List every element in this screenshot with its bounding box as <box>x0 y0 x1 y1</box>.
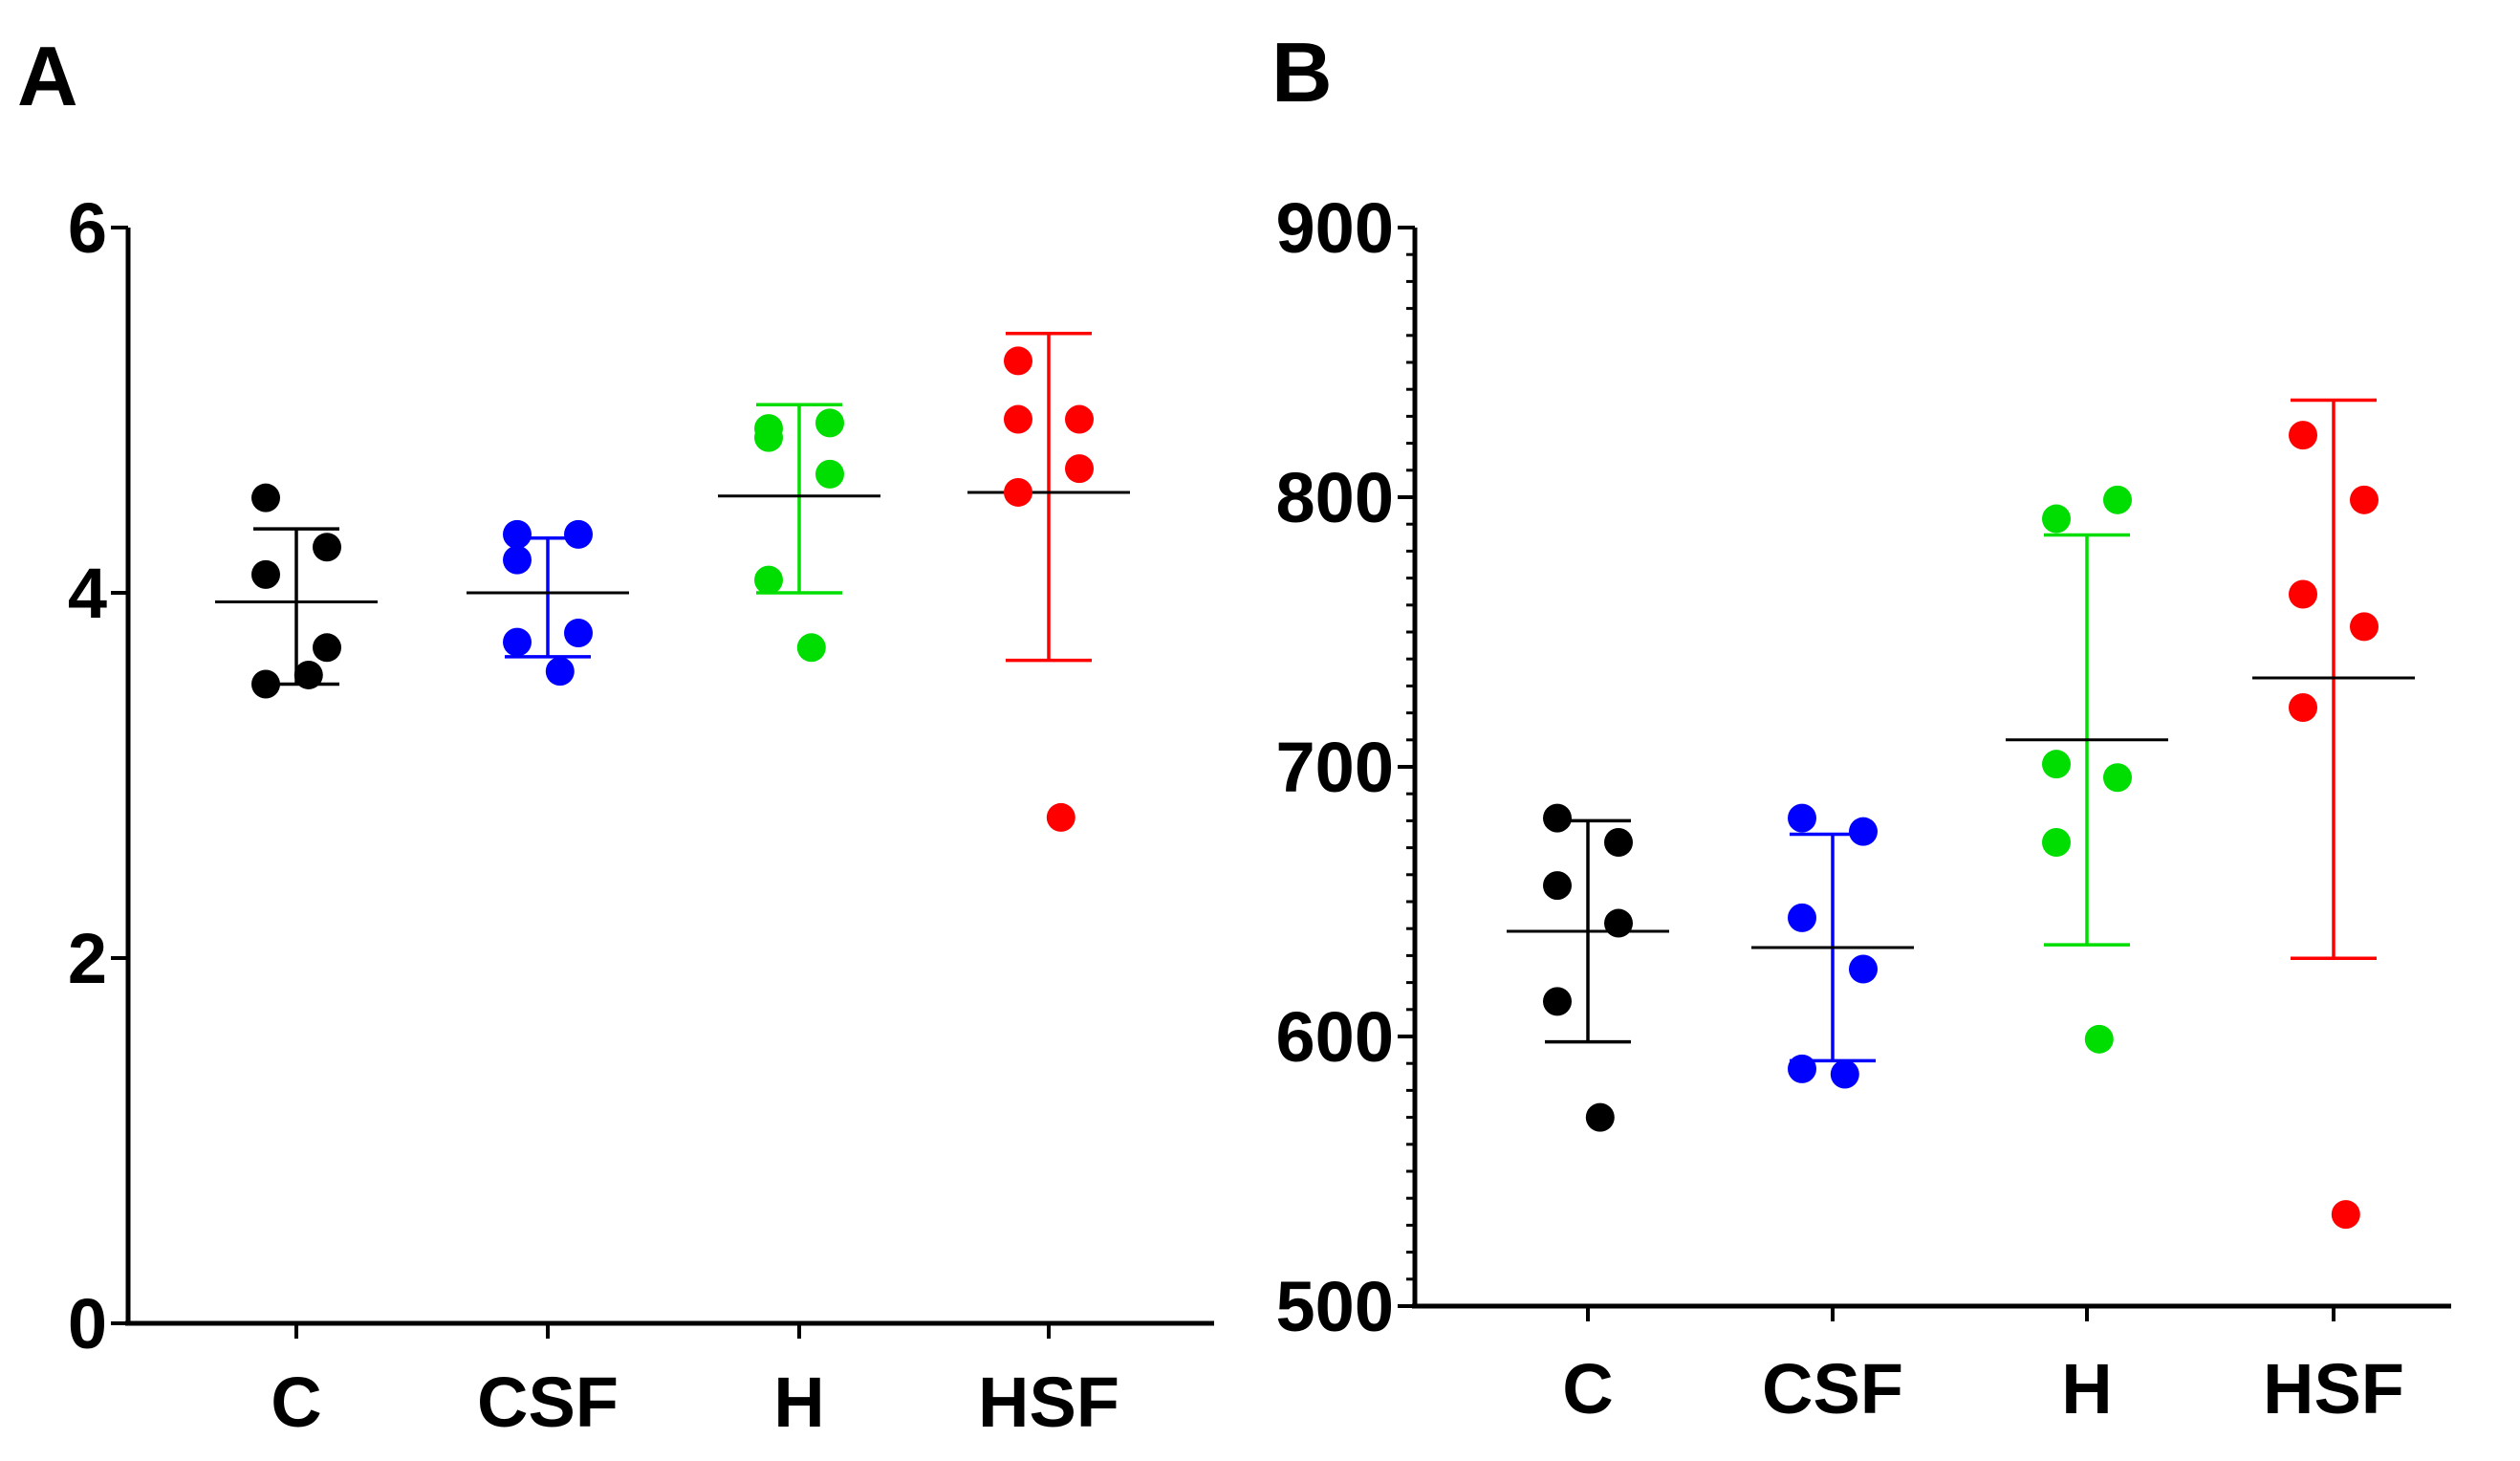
panel-b-point-csf <box>1788 803 1816 833</box>
panel-b-point-csf <box>1830 1059 1859 1089</box>
panel-b-point-c <box>1543 871 1572 901</box>
panel-a-point-csf <box>503 545 532 575</box>
panel-b-point-hsf <box>2350 612 2379 642</box>
panel-a-point-csf <box>564 519 593 549</box>
panel-b-label: B <box>1271 25 1333 120</box>
panel-a-point-hsf <box>1065 404 1094 434</box>
panel-b-category-label-csf: CSF <box>1762 1349 1903 1428</box>
panel-b-ytick-label-500: 500 <box>1276 1267 1394 1346</box>
panel-a-point-csf <box>564 619 593 648</box>
panel-b-point-h <box>2042 504 2071 534</box>
panel-a-marks <box>215 332 1130 832</box>
panel-a-label: A <box>17 29 78 123</box>
panel-a-ytick-label-0: 0 <box>68 1284 107 1363</box>
panel-b-point-hsf <box>2289 421 2317 450</box>
panel-a-point-hsf <box>1065 454 1094 484</box>
panel-a-point-c <box>251 483 280 512</box>
panel-a-ytick-label-6: 6 <box>68 188 107 268</box>
panel-b-point-hsf <box>2289 692 2317 722</box>
panel-a-series-csf <box>467 519 629 687</box>
panel-b-point-c <box>1543 987 1572 1016</box>
panel-b-y-ticks: 500 600 700 800 900 <box>1276 188 1415 1346</box>
panel-a-point-h <box>796 633 826 663</box>
panel-a-point-c <box>313 533 341 562</box>
panel-a-point-hsf <box>1004 477 1032 507</box>
panel-a-point-hsf <box>1046 802 1075 832</box>
panel-a-point-c <box>251 669 280 699</box>
panel-b-series-csf <box>1751 803 1914 1089</box>
panel-a-category-label-csf: CSF <box>477 1363 619 1442</box>
panel-b-point-c <box>1585 1102 1615 1132</box>
panel-a-y-ticks: 0 2 4 6 <box>68 188 128 1363</box>
panel-a-point-c <box>251 559 280 589</box>
panel-b-x-ticks: C CSF H HSF <box>1562 1306 2404 1428</box>
panel-b-point-csf <box>1788 903 1816 932</box>
panel-b-series-hsf <box>2252 398 2415 1230</box>
panel-a-point-h <box>815 408 844 438</box>
panel-b-series-c <box>1507 803 1669 1132</box>
panel-a-point-csf <box>545 657 575 687</box>
panel-a-point-h <box>754 414 783 444</box>
panel-a-point-h <box>815 459 844 489</box>
panel-b-category-label-c: C <box>1562 1349 1613 1428</box>
panel-b-ytick-label-700: 700 <box>1276 728 1394 807</box>
panel-a-category-label-c: C <box>271 1363 321 1442</box>
panel-a-category-label-hsf: HSF <box>978 1363 1119 1442</box>
panel-b-point-h <box>2084 1024 2114 1054</box>
panel-a-point-hsf <box>1004 404 1032 434</box>
panel-b-point-c <box>1604 827 1633 857</box>
panel-b-point-c <box>1604 908 1633 938</box>
panel-b-ytick-label-900: 900 <box>1276 188 1394 268</box>
panel-a-category-label-h: H <box>773 1363 824 1442</box>
panel-b-point-h <box>2103 485 2132 514</box>
panel-a-series-hsf <box>967 332 1130 832</box>
panel-b-point-csf <box>1788 1054 1816 1083</box>
panel-b-point-c <box>1543 803 1572 833</box>
panel-b-point-csf <box>1849 817 1878 846</box>
panel-a-series-c <box>215 483 378 699</box>
panel-a-point-c <box>293 660 323 689</box>
panel-b-point-csf <box>1849 954 1878 984</box>
panel-b-series-h <box>2006 485 2168 1054</box>
panel-b-point-hsf <box>2289 579 2317 609</box>
panel-a-point-h <box>754 565 783 595</box>
panel-b-ytick-label-800: 800 <box>1276 458 1394 537</box>
panel-b-point-h <box>2103 763 2132 793</box>
panel-a-x-ticks: C CSF H HSF <box>271 1323 1119 1442</box>
panel-a-ytick-label-4: 4 <box>68 554 107 633</box>
panel-a-series-h <box>718 403 880 663</box>
panel-b-category-label-hsf: HSF <box>2263 1349 2404 1428</box>
panel-b-point-h <box>2042 750 2071 779</box>
panel-b-marks <box>1507 398 2415 1230</box>
panel-a-ytick-label-2: 2 <box>68 919 107 998</box>
panel-b: B 500 600 700 800 900 C CSF H HSF <box>1271 25 2451 1428</box>
panel-a-point-hsf <box>1004 346 1032 376</box>
panel-a-point-csf <box>503 519 532 549</box>
panel-b-point-hsf <box>2331 1200 2360 1230</box>
panel-a-point-c <box>313 633 341 663</box>
panel-b-ytick-label-600: 600 <box>1276 997 1394 1077</box>
panel-a: A 0 2 4 6 C CSF H HSF <box>17 29 1214 1442</box>
panel-b-point-h <box>2042 827 2071 857</box>
panel-b-minor-ticks <box>1406 252 1415 1281</box>
panel-b-point-hsf <box>2350 485 2379 514</box>
panel-a-point-csf <box>503 627 532 657</box>
panel-b-category-label-h: H <box>2061 1349 2112 1428</box>
